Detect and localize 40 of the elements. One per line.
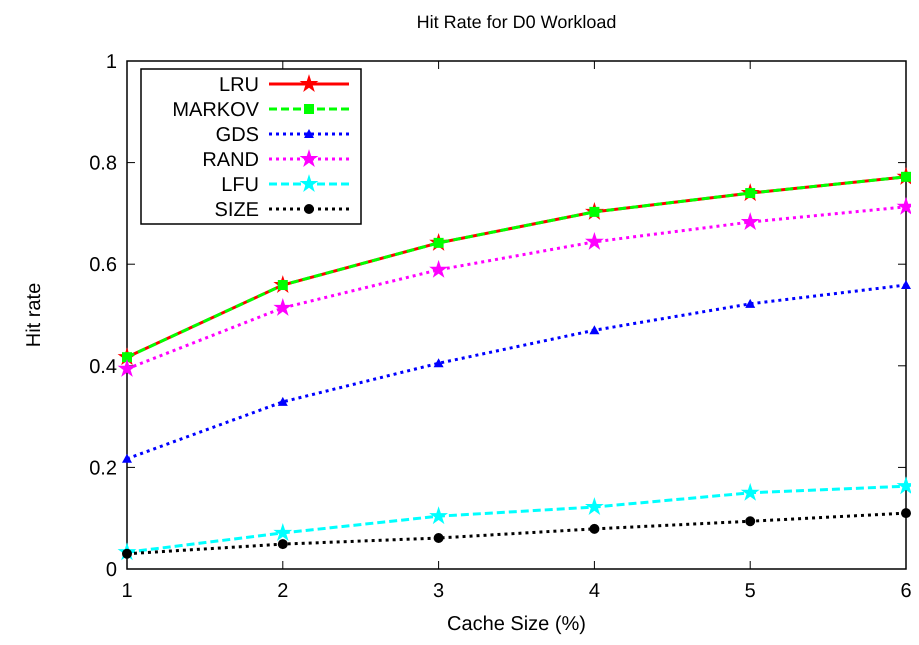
point bbox=[273, 523, 292, 541]
y-tick-label: 1 bbox=[106, 51, 117, 73]
point bbox=[740, 212, 760, 230]
x-tick-label: 5 bbox=[744, 580, 756, 602]
point bbox=[584, 497, 604, 516]
legend-label: GDS bbox=[216, 124, 259, 146]
point bbox=[434, 533, 444, 544]
legend-label: SIZE bbox=[214, 199, 259, 221]
point bbox=[901, 280, 911, 290]
point bbox=[745, 516, 756, 526]
x-tick-label: 6 bbox=[900, 580, 912, 602]
y-axis-title: Hit rate bbox=[23, 282, 45, 348]
point bbox=[429, 260, 448, 278]
x-axis-title: Cache Size (%) bbox=[447, 613, 586, 635]
point bbox=[901, 508, 911, 518]
point bbox=[278, 396, 288, 406]
point bbox=[434, 358, 444, 368]
point bbox=[745, 298, 756, 308]
x-tick-label: 1 bbox=[121, 580, 133, 602]
legend-label: LFU bbox=[221, 174, 259, 196]
point bbox=[278, 539, 288, 550]
y-tick-label: 0.4 bbox=[89, 356, 117, 378]
point bbox=[273, 298, 292, 316]
point bbox=[122, 454, 132, 463]
x-tick-label: 2 bbox=[277, 580, 288, 602]
y-tick-label: 0.8 bbox=[89, 152, 117, 175]
point bbox=[740, 482, 760, 501]
y-tick-label: 0.2 bbox=[89, 457, 117, 480]
point bbox=[589, 524, 600, 534]
point bbox=[429, 506, 448, 524]
x-tick-label: 4 bbox=[588, 580, 600, 602]
point bbox=[589, 325, 600, 334]
legend-label: RAND bbox=[202, 149, 259, 171]
x-tick-label: 3 bbox=[433, 580, 444, 602]
legend-label: LRU bbox=[218, 74, 259, 96]
y-tick-label: 0.6 bbox=[89, 254, 117, 276]
legend-label: MARKOV bbox=[172, 99, 260, 121]
chart-title: Hit Rate for D0 Workload bbox=[416, 12, 616, 32]
y-tick-label: 0 bbox=[106, 559, 117, 581]
point bbox=[584, 232, 604, 250]
